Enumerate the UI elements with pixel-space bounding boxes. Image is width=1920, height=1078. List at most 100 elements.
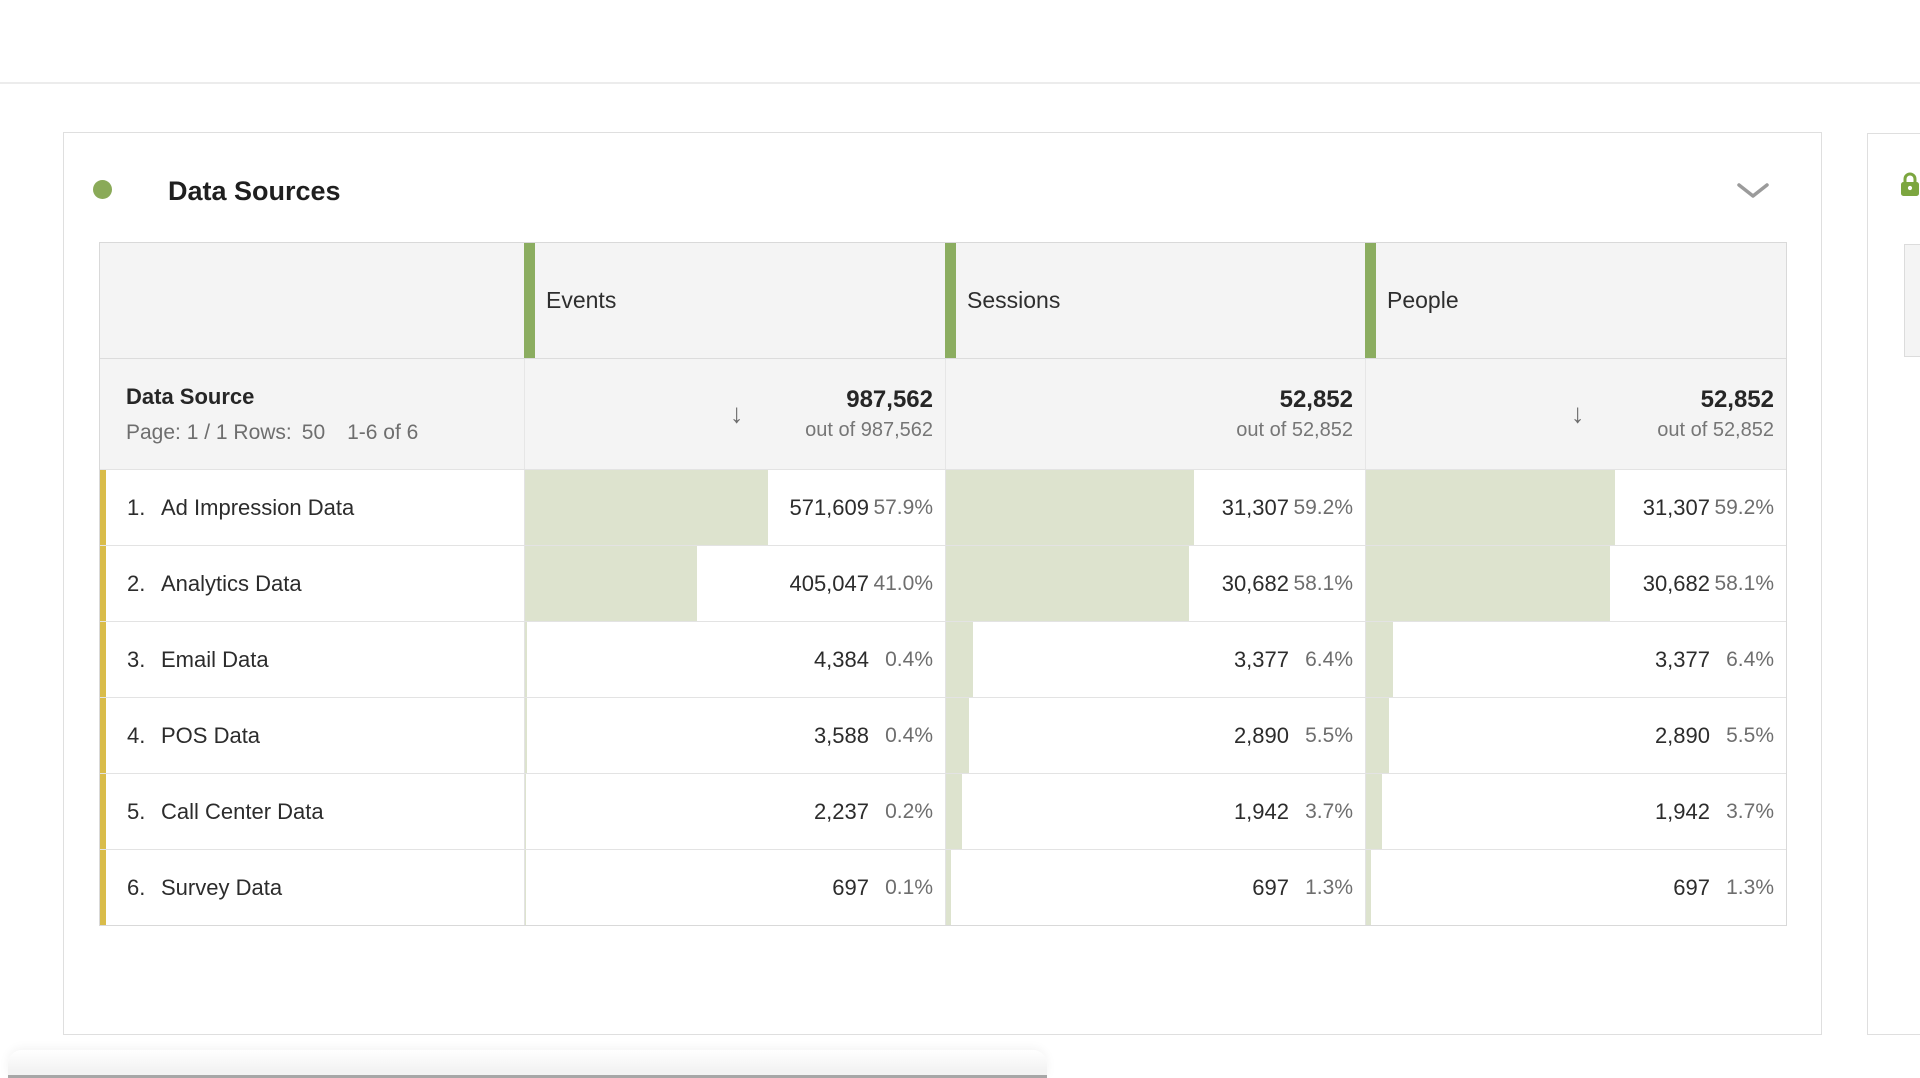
proportion-bar [1366,774,1382,849]
row-label[interactable]: 2. Analytics Data [100,546,524,621]
proportion-bar [525,470,769,545]
row-index: 6. [127,874,146,900]
column-accent-stripe [524,243,535,358]
metric-percent: 5.5% [1305,723,1353,747]
metric-value: 405,047 [789,570,869,596]
panel-color-dot [93,180,112,199]
metric-cell: 3,377 6.4% [945,622,1365,697]
row-name: Ad Impression Data [161,494,355,520]
row-name: Email Data [161,646,269,672]
metric-percent: 3.7% [1726,799,1774,823]
column-header-events[interactable]: Events [524,243,945,358]
row-label[interactable]: 6. Survey Data [100,850,524,925]
metric-value: 30,682 [1642,570,1710,596]
column-total-outof: out of 52,852 [1236,419,1353,441]
metric-cell: 3,588 0.4% [524,698,945,773]
table-row: 1. Ad Impression Data 571,609 57.9% 31,307 59… [100,469,1786,545]
rows-per-page-value[interactable]: 50 [301,420,326,444]
proportion-bar [525,698,527,773]
column-header-label: People [1387,287,1459,313]
metric-value: 30,682 [1221,570,1289,596]
row-label[interactable]: 3. Email Data [100,622,524,697]
row-name: Analytics Data [161,570,302,596]
column-header-people[interactable]: People [1365,243,1786,358]
panel-title: Data Sources [168,176,341,206]
column-total-value: 987,562 [846,386,933,413]
metric-percent: 0.1% [885,875,933,899]
metric-cell: 697 1.3% [945,850,1365,925]
proportion-bar [946,698,970,773]
table-row: 4. POS Data 3,588 0.4% 2,890 5.5% 2,890 5.5% [100,697,1786,773]
metric-value: 2,890 [1233,722,1289,748]
metric-cell: 3,377 6.4% [1365,622,1786,697]
proportion-bar [946,622,973,697]
metric-value: 571,609 [789,494,869,520]
lock-icon [1901,172,1919,196]
proportion-bar [946,850,952,925]
pagination-info: Page: 1 / 1 Rows: 50 1-6 of 6 [126,421,524,445]
table-row: 2. Analytics Data 405,047 41.0% 30,682 58.1% 3… [100,545,1786,621]
column-header-sessions[interactable]: Sessions [945,243,1365,358]
metric-cell: 1,942 3.7% [1365,774,1786,849]
adjacent-table-header-sliver [1904,244,1920,357]
sort-descending-icon[interactable]: ↓ [1571,398,1585,429]
metric-cell: 31,307 59.2% [945,470,1365,545]
row-name: POS Data [161,722,261,748]
metric-percent: 1.3% [1305,875,1353,899]
dimension-title: Data Source [126,383,255,409]
table-row: 6. Survey Data 697 0.1% 697 1.3% 697 1.3% [100,849,1786,925]
chevron-down-icon[interactable] [1736,182,1770,200]
metric-percent: 58.1% [1293,571,1353,595]
adjacent-panel [1867,133,1920,1035]
column-total-value: 52,852 [1700,386,1774,413]
metric-header-row: Events Sessions People [100,243,1786,358]
row-name: Survey Data [161,874,283,900]
metric-cell: 571,609 57.9% [524,470,945,545]
metric-cell: 697 0.1% [524,850,945,925]
metric-percent: 57.9% [873,495,933,519]
row-index: 3. [127,646,146,672]
metric-cell: 30,682 58.1% [1365,546,1786,621]
metric-value: 4,384 [813,646,869,672]
metric-percent: 58.1% [1714,571,1774,595]
column-total-value: 52,852 [1279,386,1353,413]
metric-percent: 41.0% [873,571,933,595]
column-total-cell: 52,852 out of 52,852 [945,359,1365,469]
metric-value: 3,377 [1233,646,1289,672]
page-label: Page: 1 / 1 Rows: [126,420,292,444]
metric-percent: 0.2% [885,799,933,823]
table-body: 1. Ad Impression Data 571,609 57.9% 31,307 59… [100,469,1786,925]
metric-percent: 0.4% [885,647,933,671]
bottom-window-edge [8,1050,1047,1078]
proportion-bar [1366,470,1615,545]
metric-cell: 4,384 0.4% [524,622,945,697]
table-row: 5. Call Center Data 2,237 0.2% 1,942 3.7% 1,94… [100,773,1786,849]
metric-percent: 3.7% [1305,799,1353,823]
row-index: 5. [127,798,146,824]
row-label[interactable]: 5. Call Center Data [100,774,524,849]
metric-value: 697 [1673,874,1710,900]
metric-percent: 0.4% [885,723,933,747]
blank-header-cell [100,243,524,358]
metric-percent: 59.2% [1293,495,1353,519]
row-label[interactable]: 1. Ad Impression Data [100,470,524,545]
metric-percent: 6.4% [1726,647,1774,671]
metric-cell: 697 1.3% [1365,850,1786,925]
column-total-outof: out of 987,562 [805,419,933,441]
proportion-bar [1366,698,1390,773]
column-total-cell: ↓ 52,852 out of 52,852 [1365,359,1786,469]
proportion-bar [946,546,1190,621]
metric-value: 31,307 [1221,494,1289,520]
metric-cell: 2,890 5.5% [1365,698,1786,773]
proportion-bar [525,546,698,621]
proportion-bar [1366,850,1372,925]
row-index: 4. [127,722,146,748]
metric-value: 2,237 [813,798,869,824]
dimension-header-cell: Data Source Page: 1 / 1 Rows: 50 1-6 of 6 [100,359,524,469]
sort-descending-icon[interactable]: ↓ [730,398,744,429]
metric-cell: 1,942 3.7% [945,774,1365,849]
metric-value: 3,588 [813,722,869,748]
metric-value: 2,890 [1654,722,1710,748]
row-label[interactable]: 4. POS Data [100,698,524,773]
column-total-cell: ↓ 987,562 out of 987,562 [524,359,945,469]
